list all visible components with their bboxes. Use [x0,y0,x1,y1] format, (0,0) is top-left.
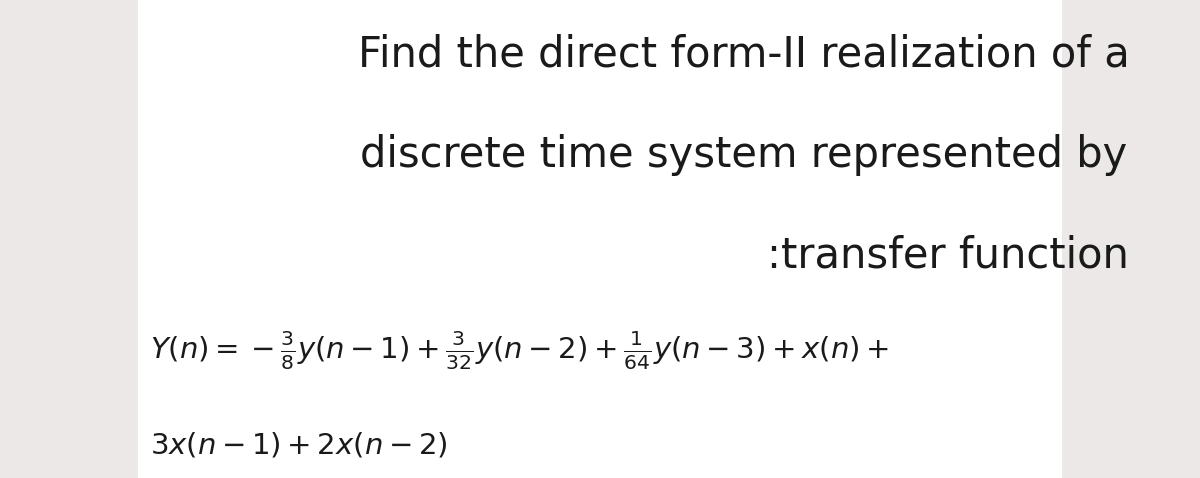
Text: Find the direct form-II realization of a: Find the direct form-II realization of a [358,33,1130,76]
Text: $3x(n-1) + 2x(n-2)$: $3x(n-1) + 2x(n-2)$ [150,430,448,459]
Text: $Y(n) = -\frac{3}{8}y(n-1) + \frac{3}{32}y(n-2) + \frac{1}{64}y(n-3) + x(n) +$: $Y(n) = -\frac{3}{8}y(n-1) + \frac{3}{32… [150,330,889,372]
Text: discrete time system represented by: discrete time system represented by [360,134,1128,176]
Bar [138,0,1062,478]
Text: :transfer function: :transfer function [767,234,1129,276]
